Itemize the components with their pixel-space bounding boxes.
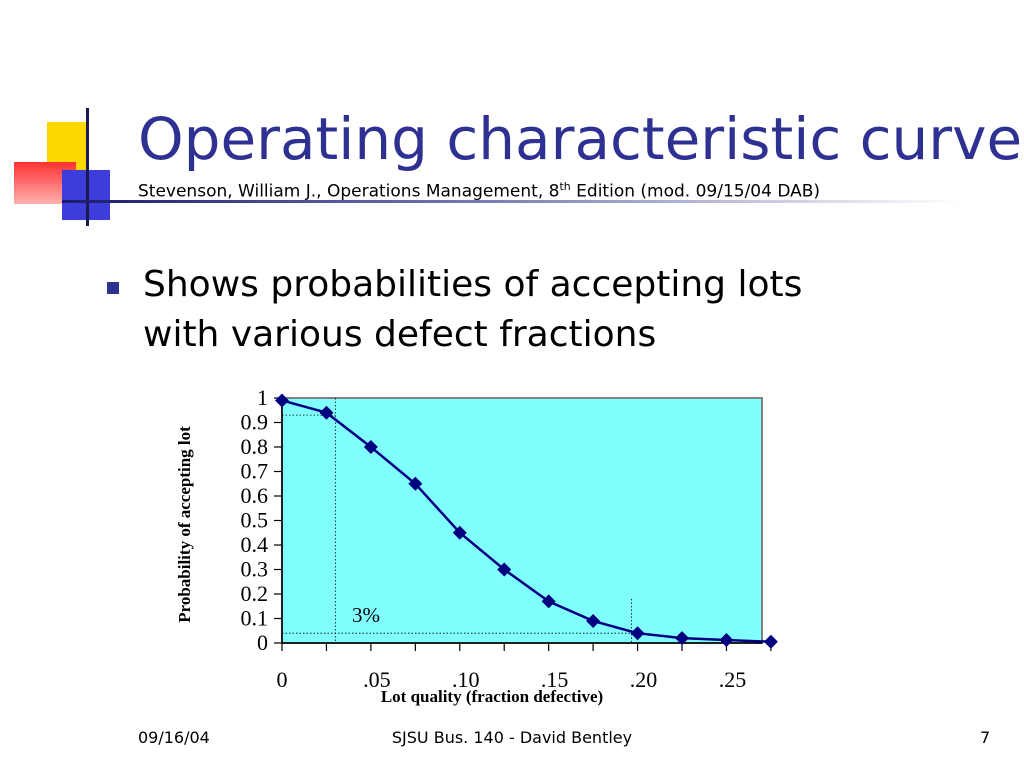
y-axis-label: Probability of accepting lot bbox=[175, 426, 194, 623]
slide-subtitle: Stevenson, William J., Operations Manage… bbox=[138, 180, 820, 202]
footer-page-number: 7 bbox=[980, 728, 991, 747]
y-tick-label: 0.4 bbox=[241, 532, 269, 557]
series-line bbox=[275, 393, 778, 649]
x-axis-label: Lot quality (fraction defective) bbox=[381, 687, 603, 706]
x-tick-label: 0 bbox=[277, 667, 288, 692]
data-point-marker bbox=[675, 631, 689, 646]
y-tick-label: 0.8 bbox=[241, 434, 269, 459]
y-tick-label: 0.3 bbox=[241, 557, 269, 582]
data-point-marker bbox=[719, 633, 734, 648]
y-tick-label: 0.2 bbox=[241, 581, 269, 606]
y-tick-label: 0.7 bbox=[241, 459, 269, 484]
data-point-marker bbox=[541, 594, 556, 609]
data-point-marker bbox=[763, 634, 778, 649]
bullet-square-icon bbox=[107, 282, 119, 294]
data-point-marker bbox=[319, 405, 334, 420]
x-tick-label: .05 bbox=[363, 667, 391, 692]
data-point-marker bbox=[497, 562, 512, 577]
x-tick-label: .25 bbox=[719, 667, 747, 692]
data-point-marker bbox=[363, 440, 378, 454]
footer-center: SJSU Bus. 140 - David Bentley bbox=[391, 728, 633, 747]
x-tick-label: .15 bbox=[541, 667, 569, 692]
y-tick-label: 0.6 bbox=[241, 483, 269, 508]
slide-title: Operating characteristic curve bbox=[138, 105, 1023, 173]
data-point-marker bbox=[630, 626, 645, 641]
oc-curve-line bbox=[281, 399, 771, 644]
bullet-text: Shows probabilities of accepting lots wi… bbox=[143, 264, 803, 355]
data-point-marker bbox=[586, 613, 601, 628]
footer-date: 09/16/04 bbox=[138, 728, 210, 747]
x-tick-label: .20 bbox=[630, 667, 658, 692]
x-tick-label: .10 bbox=[452, 667, 480, 692]
reference-lines bbox=[282, 398, 632, 643]
subtitle-superscript: th bbox=[559, 180, 571, 193]
annotation-3-percent: 3% bbox=[352, 603, 380, 627]
y-tick-label: 0.1 bbox=[241, 606, 269, 631]
subtitle-suffix: Edition (mod. 09/15/04 DAB) bbox=[570, 181, 821, 202]
data-point-marker bbox=[275, 393, 289, 408]
title-underline bbox=[62, 200, 962, 203]
y-tick-label: 1 bbox=[257, 385, 268, 410]
y-tick-label: 0 bbox=[257, 630, 268, 655]
data-point-marker bbox=[408, 476, 423, 491]
y-tick-label: 0.9 bbox=[241, 410, 269, 435]
y-axis: 00.10.20.30.40.50.60.70.80.91 bbox=[241, 385, 283, 655]
subtitle-prefix: Stevenson, William J., Operations Manage… bbox=[138, 181, 560, 202]
deco-vertical-line bbox=[86, 108, 89, 226]
y-tick-label: 0.5 bbox=[241, 508, 269, 533]
x-axis: 0 .05 .10 .15 .20 .25 bbox=[277, 642, 772, 692]
data-point-marker bbox=[452, 525, 467, 540]
